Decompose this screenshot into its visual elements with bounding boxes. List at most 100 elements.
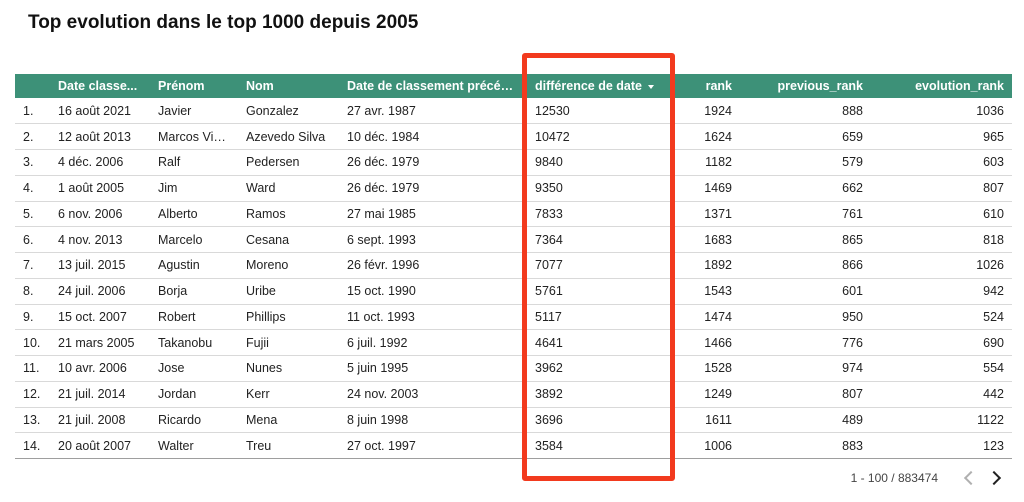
cell-nom: Phillips: [246, 309, 286, 324]
table-row[interactable]: 2. 12 août 2013 Marcos Vini... Azevedo Silv…: [15, 124, 1012, 150]
cell-date: 6 nov. 2006: [58, 206, 123, 221]
cell-date: 15 oct. 2007: [58, 309, 127, 324]
cell-idx: 10.: [23, 335, 41, 350]
header-nom[interactable]: Nom: [246, 79, 274, 93]
cell-evolution-rank: 524: [983, 309, 1004, 324]
cell-nom: Treu: [246, 438, 272, 453]
cell-prev-date: 24 nov. 2003: [347, 387, 419, 402]
header-difference-de-date[interactable]: différence de date: [527, 74, 674, 98]
cell-rank: 1249: [704, 387, 732, 402]
chevron-left-icon: [963, 470, 978, 486]
table-row[interactable]: 9. 15 oct. 2007 Robert Phillips 11 oct. 1993…: [15, 304, 1012, 330]
cell-rank: 1182: [705, 155, 732, 170]
cell-diff: 9350: [535, 181, 563, 196]
cell-prenom: Walter: [158, 438, 194, 453]
cell-diff: 3696: [535, 412, 563, 427]
cell-prev-date: 26 déc. 1979: [347, 181, 420, 196]
chevron-right-icon: [986, 470, 1001, 486]
cell-diff: 7364: [535, 232, 563, 247]
table-row[interactable]: 10. 21 mars 2005 Takanobu Fujii 6 juil. 1992…: [15, 330, 1012, 356]
cell-idx: 4.: [23, 181, 34, 196]
cell-date: 4 déc. 2006: [58, 155, 124, 170]
cell-previous-rank: 761: [842, 206, 863, 221]
cell-date: 1 août 2005: [58, 181, 125, 196]
table-row[interactable]: 14. 20 août 2007 Walter Treu 27 oct. 1997 358…: [15, 433, 1012, 459]
cell-idx: 3.: [23, 155, 34, 170]
cell-rank: 1892: [704, 258, 732, 273]
header-difference-label: différence de date: [535, 79, 642, 93]
header-rank[interactable]: rank: [705, 79, 732, 93]
cell-rank: 1683: [704, 232, 732, 247]
cell-prenom: Javier: [158, 103, 192, 118]
cell-rank: 1924: [704, 103, 732, 118]
cell-diff: 10472: [535, 129, 570, 144]
table-row[interactable]: 8. 24 juil. 2006 Borja Uribe 15 oct. 1990 576…: [15, 278, 1012, 304]
cell-diff: 7833: [535, 206, 563, 221]
cell-prenom: Alberto: [158, 206, 198, 221]
table-header-row: Date classe... Prénom Nom Date de classe…: [15, 74, 1012, 98]
table-row[interactable]: 4. 1 août 2005 Jim Ward 26 déc. 1979 9350 1469…: [15, 175, 1012, 201]
cell-prenom: Ralf: [158, 155, 181, 170]
cell-nom: Ward: [246, 181, 276, 196]
table-row[interactable]: 12. 21 juil. 2014 Jordan Kerr 24 nov. 2003 38…: [15, 381, 1012, 407]
report-title: Top evolution dans le top 1000 depuis 20…: [28, 12, 419, 33]
cell-diff: 12530: [535, 103, 570, 118]
cell-previous-rank: 865: [842, 232, 863, 247]
cell-prenom: Borja: [158, 284, 188, 299]
cell-evolution-rank: 1122: [977, 412, 1004, 427]
cell-nom: Nunes: [246, 361, 283, 376]
cell-prenom: Marcelo: [158, 232, 203, 247]
cell-idx: 12.: [23, 387, 41, 402]
sort-desc-icon[interactable]: [647, 84, 654, 89]
cell-rank: 1466: [704, 335, 732, 350]
cell-prev-date: 6 juil. 1992: [347, 335, 408, 350]
cell-evolution-rank: 610: [983, 206, 1004, 221]
cell-date: 10 avr. 2006: [58, 361, 127, 376]
table-row[interactable]: 11. 10 avr. 2006 Jose Nunes 5 juin 1995 3962 1…: [15, 356, 1012, 382]
cell-nom: Pedersen: [246, 155, 300, 170]
pagination-range: 1 - 100 / 883474: [850, 471, 938, 485]
cell-nom: Cesana: [246, 232, 290, 247]
cell-prev-date: 26 déc. 1979: [347, 155, 420, 170]
cell-date: 20 août 2007: [58, 438, 131, 453]
table-row[interactable]: 5. 6 nov. 2006 Alberto Ramos 27 mai 1985 7833…: [15, 201, 1012, 227]
table-row[interactable]: 3. 4 déc. 2006 Ralf Pedersen 26 déc. 1979 984…: [15, 150, 1012, 176]
next-page-button[interactable]: [982, 467, 1008, 489]
previous-page-button[interactable]: [956, 467, 982, 489]
cell-prev-date: 27 mai 1985: [347, 206, 416, 221]
cell-evolution-rank: 818: [983, 232, 1004, 247]
cell-previous-rank: 489: [842, 412, 863, 427]
cell-diff: 4641: [535, 335, 563, 350]
header-date-classement[interactable]: Date classe...: [58, 79, 138, 93]
table-row[interactable]: 6. 4 nov. 2013 Marcelo Cesana 6 sept. 1993 73…: [15, 227, 1012, 253]
cell-prev-date: 5 juin 1995: [347, 361, 409, 376]
cell-previous-rank: 888: [842, 103, 863, 118]
table-row[interactable]: 1. 16 août 2021 Javier Gonzalez 27 avr. 1987…: [15, 98, 1012, 124]
cell-diff: 3892: [535, 387, 563, 402]
cell-evolution-rank: 603: [983, 155, 1004, 170]
cell-prev-date: 10 déc. 1984: [347, 129, 420, 144]
header-date-precedent[interactable]: Date de classement précédent: [347, 79, 527, 93]
cell-idx: 11.: [23, 361, 40, 376]
cell-previous-rank: 659: [842, 129, 863, 144]
table-row[interactable]: 13. 21 juil. 2008 Ricardo Mena 8 juin 1998 36…: [15, 407, 1012, 433]
table-row[interactable]: 7. 13 juil. 2015 Agustin Moreno 26 févr. 199…: [15, 253, 1012, 279]
cell-diff: 7077: [535, 258, 563, 273]
cell-prev-date: 26 févr. 1996: [347, 258, 420, 273]
cell-date: 24 juil. 2006: [58, 284, 126, 299]
cell-date: 21 mars 2005: [58, 335, 135, 350]
data-table: Date classe... Prénom Nom Date de classe…: [15, 74, 1012, 459]
cell-evolution-rank: 554: [983, 361, 1004, 376]
cell-nom: Kerr: [246, 387, 270, 402]
cell-prenom: Marcos Vini...: [158, 129, 234, 144]
header-evolution-rank[interactable]: evolution_rank: [915, 79, 1004, 93]
cell-prev-date: 6 sept. 1993: [347, 232, 416, 247]
cell-rank: 1624: [704, 129, 732, 144]
cell-rank: 1371: [704, 206, 732, 221]
cell-prenom: Ricardo: [158, 412, 202, 427]
header-prenom[interactable]: Prénom: [158, 79, 205, 93]
cell-evolution-rank: 1026: [976, 258, 1004, 273]
header-previous-rank[interactable]: previous_rank: [777, 79, 863, 93]
cell-nom: Uribe: [246, 284, 276, 299]
cell-idx: 2.: [23, 129, 34, 144]
